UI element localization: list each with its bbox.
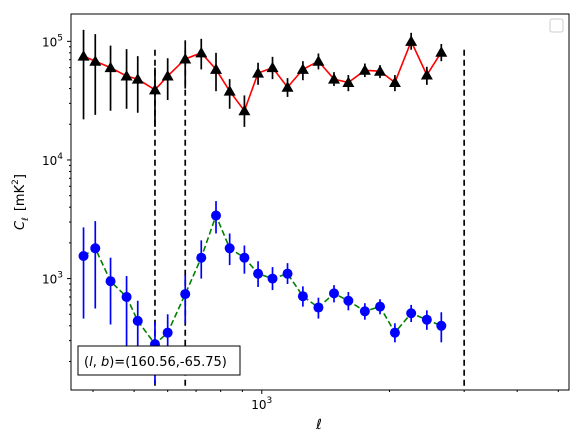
data-point	[162, 327, 173, 338]
data-point	[342, 76, 355, 87]
data-point	[296, 63, 309, 74]
plot-frame	[70, 13, 570, 391]
data-point	[328, 73, 341, 84]
data-point	[281, 81, 294, 92]
markers	[77, 35, 448, 350]
data-point	[180, 289, 191, 300]
data-point	[252, 67, 265, 78]
data-point	[421, 314, 432, 325]
data-point	[195, 46, 208, 58]
data-point	[358, 64, 371, 75]
data-point	[196, 252, 207, 263]
legend-box	[549, 18, 564, 33]
data-point	[374, 65, 387, 76]
data-point	[253, 268, 264, 279]
data-point	[359, 306, 370, 317]
annotation-text: (l, b)=(160.56,-65.75)	[84, 355, 227, 370]
data-point	[210, 63, 223, 74]
data-point	[89, 55, 102, 66]
data-point	[435, 46, 448, 57]
data-point	[329, 288, 340, 299]
data-point	[239, 252, 250, 263]
data-point	[211, 210, 222, 221]
data-point	[105, 276, 116, 287]
data-point	[132, 315, 143, 326]
data-point	[131, 73, 144, 84]
data-point	[90, 243, 101, 254]
data-point	[224, 243, 235, 254]
x-axis-label: ℓ	[315, 417, 322, 433]
x-tick-label: 103	[251, 396, 272, 412]
data-point	[343, 295, 354, 306]
data-point	[104, 61, 117, 73]
data-point	[161, 70, 174, 81]
y-tick-label: 104	[42, 152, 63, 168]
data-point	[223, 85, 236, 96]
data-point	[313, 302, 324, 313]
data-point	[297, 291, 308, 302]
svg-text:Cℓ[mK2]: Cℓ[mK2]	[11, 174, 31, 230]
data-point	[78, 251, 89, 262]
data-point	[121, 291, 132, 302]
data-point	[282, 268, 293, 279]
data-point	[406, 308, 417, 319]
data-point	[148, 83, 161, 95]
axis-ticks	[67, 40, 559, 394]
data-point	[388, 76, 401, 87]
plot-background	[71, 14, 569, 390]
data-point	[238, 104, 251, 116]
y-tick-label: 103	[42, 271, 63, 287]
data-point	[436, 320, 447, 331]
data-point	[179, 52, 192, 64]
data-point	[267, 273, 278, 284]
data-point	[375, 301, 386, 312]
data-point	[77, 50, 90, 61]
annotation-box	[77, 345, 241, 376]
axis-tick-labels: 103 104 105 103	[42, 33, 272, 412]
data-point	[120, 70, 133, 81]
y-axis-label: Cℓ[mK2]	[11, 174, 31, 230]
y-tick-label: 105	[42, 33, 63, 49]
data-point	[266, 61, 279, 73]
data-point	[389, 327, 400, 338]
annotation: (l, b)=(160.56,-65.75)	[77, 345, 241, 376]
data-point	[312, 55, 325, 66]
data-point	[420, 69, 433, 80]
data-point	[405, 35, 418, 46]
